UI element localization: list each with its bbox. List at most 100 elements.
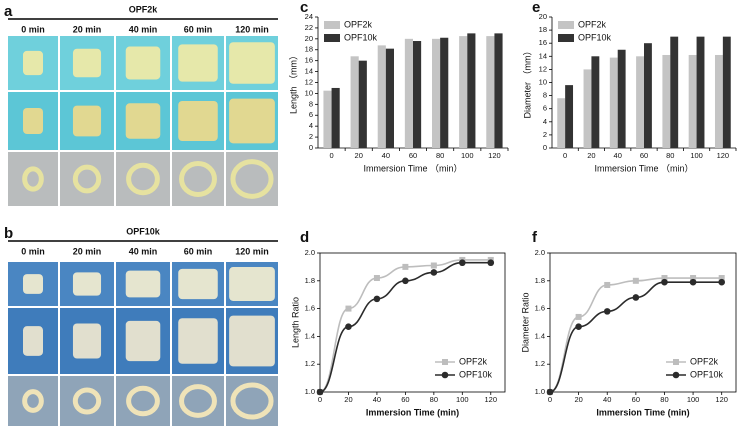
sample	[125, 270, 161, 298]
marker	[575, 313, 582, 320]
y-tick-label: 1.4	[535, 331, 545, 340]
x-axis-label: Immersion Time （min）	[594, 163, 693, 173]
y-tick-label: 12	[305, 77, 313, 86]
y-tick-label: 18	[305, 45, 313, 54]
y-tick-label: 12	[539, 64, 547, 73]
column-header: 40 min	[129, 24, 158, 34]
legend-swatch	[558, 34, 574, 42]
legend-marker	[442, 359, 448, 365]
panel-title: OPF2k	[129, 4, 159, 14]
marker	[575, 323, 582, 330]
y-axis-label: Length Ratio	[290, 297, 300, 348]
marker	[632, 294, 640, 301]
legend-label: OPF10k	[459, 369, 493, 379]
x-tick-label: 80	[666, 151, 674, 160]
bar	[565, 85, 574, 148]
bar	[670, 36, 679, 148]
marker	[690, 275, 697, 282]
x-tick-label: 60	[401, 395, 409, 404]
photo	[60, 152, 114, 206]
sample	[179, 160, 217, 198]
y-tick-label: 1.0	[535, 387, 545, 396]
marker	[373, 295, 381, 303]
panel-label: f	[532, 229, 538, 246]
y-tick-label: 6	[543, 104, 547, 113]
y-tick-label: 4	[543, 117, 547, 126]
marker	[345, 323, 352, 330]
y-tick-label: 2	[309, 132, 313, 141]
y-axis-label: Length （mm）	[288, 51, 298, 114]
bar	[440, 37, 449, 148]
x-tick-label: 40	[603, 395, 611, 404]
y-tick-label: 0	[309, 143, 313, 152]
y-tick-label: 1.6	[305, 304, 315, 313]
sample	[230, 159, 274, 199]
bar	[486, 36, 495, 148]
y-tick-label: 1.4	[305, 331, 315, 340]
marker	[546, 388, 554, 396]
x-tick-label: 100	[687, 395, 700, 404]
bar	[636, 56, 644, 148]
marker	[689, 278, 697, 286]
x-tick-label: 100	[690, 151, 703, 160]
sample	[126, 162, 160, 196]
x-tick-label: 100	[456, 395, 469, 404]
y-tick-label: 0	[543, 143, 547, 152]
sample	[125, 320, 161, 362]
legend-label: OPF2k	[690, 356, 719, 366]
sample	[126, 385, 160, 417]
y-tick-label: 8	[309, 99, 313, 108]
marker	[661, 278, 668, 286]
y-tick-label: 24	[305, 12, 313, 21]
legend-label: OPF2k	[459, 356, 488, 366]
marker	[402, 263, 409, 270]
y-tick-label: 20	[539, 12, 547, 21]
bar	[714, 54, 723, 148]
marker	[373, 275, 380, 282]
sample	[125, 46, 161, 80]
x-tick-label: 20	[574, 395, 582, 404]
sample	[22, 389, 44, 413]
y-tick-label: 20	[305, 34, 313, 43]
legend-marker	[673, 359, 679, 365]
sample	[72, 272, 102, 296]
x-tick-label: 40	[614, 151, 622, 160]
sample	[22, 166, 44, 192]
marker	[718, 275, 725, 282]
photo	[116, 152, 170, 206]
sample	[72, 164, 102, 194]
bar	[432, 38, 441, 149]
sample	[230, 382, 274, 420]
y-tick-label: 10	[539, 77, 547, 86]
column-header: 60 min	[184, 246, 213, 256]
y-tick-label: 1.8	[305, 276, 315, 285]
sample	[179, 384, 217, 418]
sample	[178, 100, 218, 142]
x-tick-label: 0	[548, 395, 552, 404]
y-tick-label: 2.0	[535, 248, 545, 257]
sample	[229, 315, 275, 367]
plot-frame	[319, 252, 506, 393]
sample	[23, 274, 43, 294]
legend-label: OPF10k	[578, 32, 612, 42]
marker	[718, 278, 725, 286]
x-tick-label: 120	[717, 151, 730, 160]
x-tick-label: 20	[355, 151, 363, 160]
bar	[377, 45, 386, 149]
x-tick-label: 20	[587, 151, 595, 160]
legend-swatch	[558, 21, 574, 29]
sample	[23, 326, 43, 356]
bar	[617, 49, 626, 148]
bar	[722, 36, 731, 148]
y-tick-label: 2	[543, 130, 547, 139]
marker	[402, 277, 409, 285]
x-tick-label: 0	[329, 151, 333, 160]
panel-label: d	[300, 229, 309, 246]
column-header: 60 min	[184, 24, 213, 34]
sample	[178, 44, 218, 82]
x-tick-label: 120	[715, 395, 728, 404]
y-tick-label: 2.0	[305, 248, 315, 257]
column-header: 0 min	[21, 246, 45, 256]
y-axis-label: Diameter （mm）	[522, 46, 532, 118]
